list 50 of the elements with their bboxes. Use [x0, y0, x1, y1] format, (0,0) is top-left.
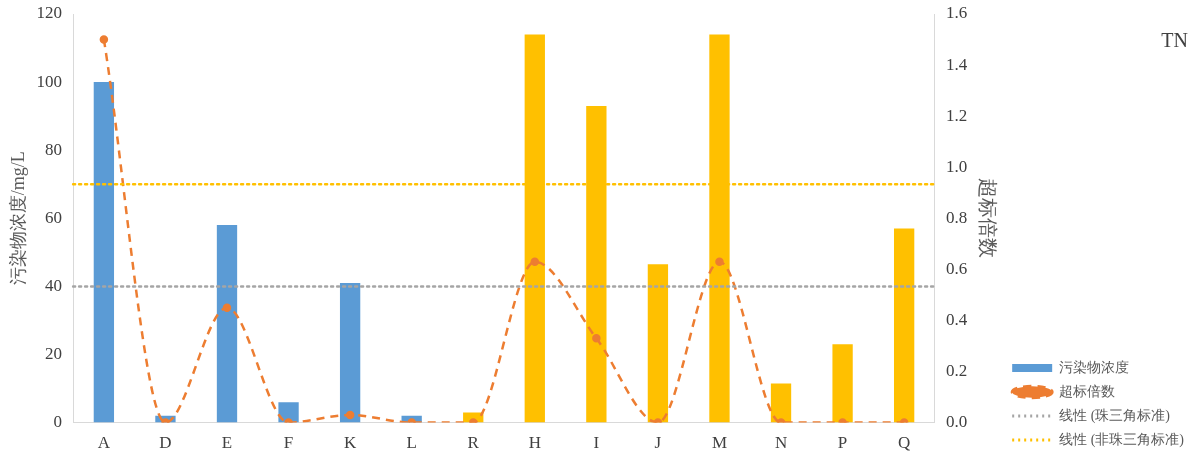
x-tick-label: E [221, 433, 233, 453]
y-tick-label: 80 [45, 139, 63, 159]
y2-tick-label: 1.4 [945, 54, 968, 74]
legend-label: 线性 (珠三角标准) [1059, 407, 1171, 424]
y2-tick-label: 0.2 [945, 360, 968, 380]
x-tick-label: P [837, 433, 848, 453]
point [345, 410, 355, 420]
bar [339, 283, 361, 423]
y-tick-label: 100 [36, 71, 63, 91]
x-tick-label: K [343, 433, 357, 453]
y2-tick-label: 1.6 [945, 3, 968, 23]
y-tick-label: 20 [45, 343, 63, 363]
x-tick-label: J [654, 433, 662, 453]
x-tick-label: N [774, 433, 788, 453]
y-tick-label: 40 [45, 275, 63, 295]
point [592, 334, 601, 343]
y2-tick-label: 0.8 [945, 207, 968, 227]
x-tick-label: Q [898, 433, 911, 453]
y-tick-label: 60 [45, 207, 63, 227]
bar [647, 264, 669, 423]
x-tick-label: F [283, 433, 294, 453]
y-tick-label: 0 [53, 412, 63, 432]
point [715, 257, 724, 266]
x-tick-label: D [159, 433, 172, 453]
x-tick-label: H [528, 433, 541, 453]
y2-tick-label: 0.0 [945, 412, 968, 432]
y2-tick-label: 0.6 [945, 258, 968, 278]
x-tick-label: M [711, 433, 728, 453]
y2-tick-label: 0.4 [945, 309, 968, 329]
x-tick-label: A [97, 433, 111, 453]
legend-label: 超标倍数 [1059, 383, 1116, 399]
text: TN [1161, 29, 1188, 52]
y-axis-title: 污染物浓度/mg/L [7, 151, 28, 286]
bar [893, 228, 915, 423]
bar [770, 383, 792, 423]
legend-label: 污染物浓度 [1059, 359, 1130, 375]
point [99, 35, 109, 44]
bar [832, 344, 853, 423]
x-tick-label: L [406, 433, 417, 453]
point [222, 303, 232, 312]
y2-tick-label: 1.0 [945, 156, 968, 176]
y2-axis-title: 超标倍数 [976, 178, 999, 259]
x-tick-label: R [467, 433, 480, 453]
x-tick-label: I [593, 433, 600, 453]
y-tick-label: 120 [36, 3, 63, 23]
point [530, 257, 540, 266]
legend-label: 线性 (非珠三角标准) [1059, 431, 1185, 448]
bar [216, 225, 238, 423]
y2-tick-label: 1.2 [945, 105, 968, 125]
bar [93, 82, 115, 423]
